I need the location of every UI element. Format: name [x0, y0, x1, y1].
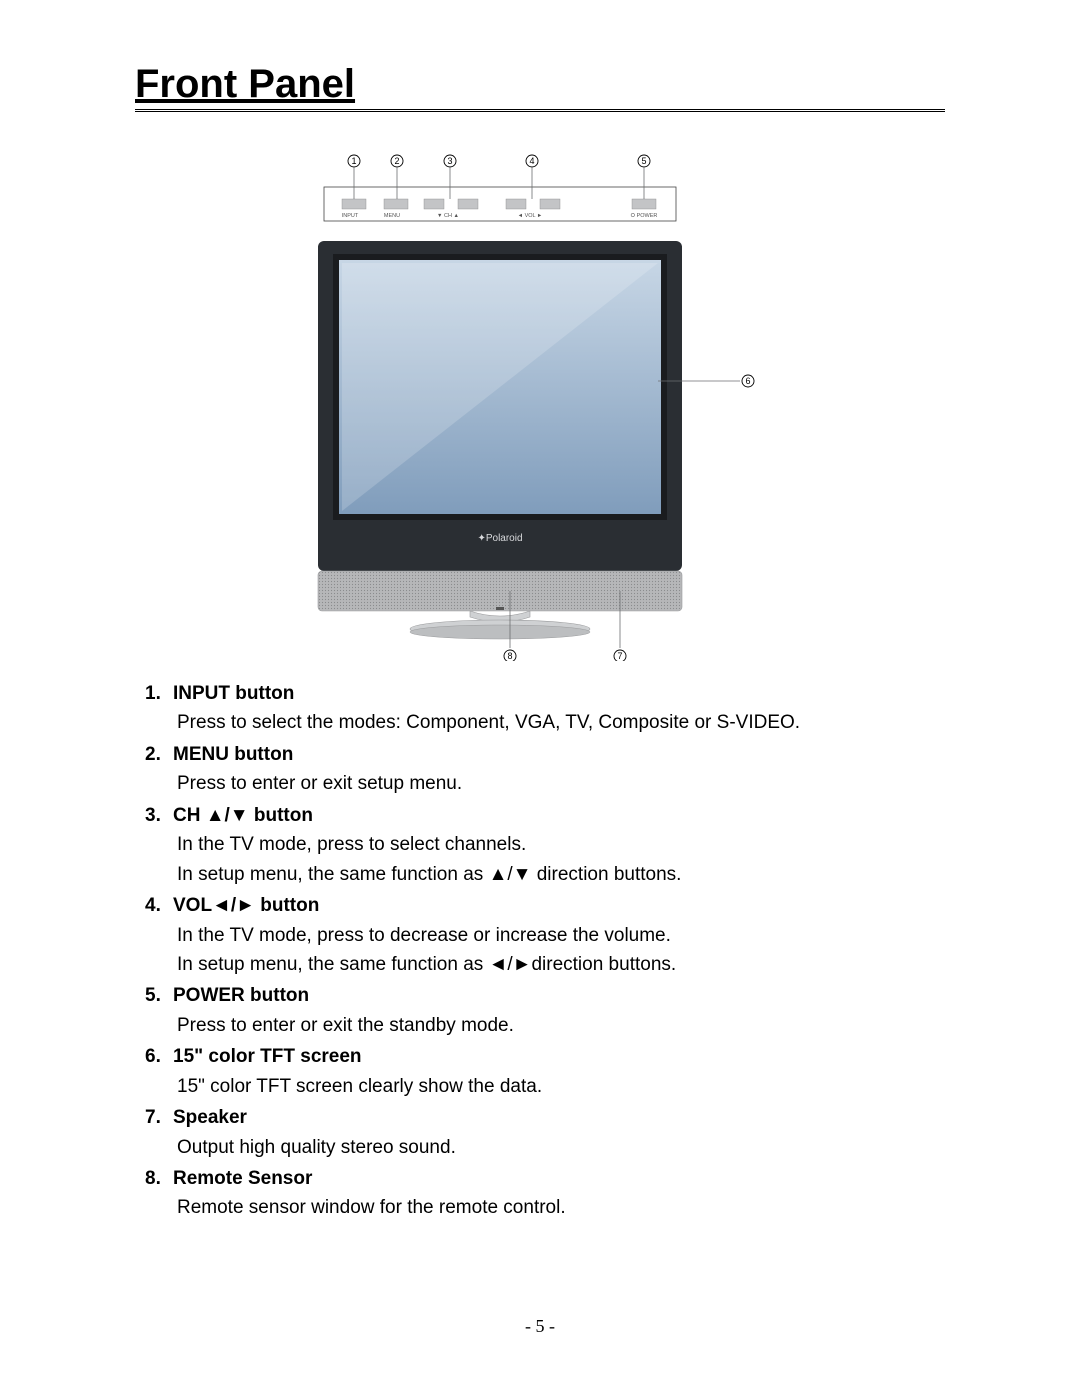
svg-text:▼ CH ▲: ▼ CH ▲	[437, 213, 459, 219]
page-title: Front Panel	[135, 62, 945, 107]
item-description: In setup menu, the same function as ◄/►d…	[145, 950, 945, 979]
feature-item: 6.15" color TFT screen 15" color TFT scre…	[145, 1042, 945, 1101]
item-heading: POWER button	[173, 985, 309, 1006]
item-description: Press to select the modes: Component, VG…	[145, 708, 945, 737]
item-number: 7.	[145, 1103, 173, 1132]
item-heading: Speaker	[173, 1107, 247, 1128]
svg-text:✦Polaroid: ✦Polaroid	[477, 533, 522, 544]
svg-text:5: 5	[641, 156, 646, 166]
svg-text:MENU: MENU	[384, 213, 400, 219]
diagram-container: INPUT MENU ▼ CH ▲ ◄ VOL ► ⭘ POWER 1 2 3 4 5 ✦Polar…	[135, 151, 945, 661]
feature-item: 5.POWER button Press to enter or exit the…	[145, 981, 945, 1040]
item-description: Output high quality stereo sound.	[145, 1133, 945, 1162]
item-number: 3.	[145, 801, 173, 830]
feature-item: 1.INPUT button Press to select the modes:…	[145, 679, 945, 738]
item-description: In setup menu, the same function as ▲/▼ …	[145, 860, 945, 889]
svg-text:3: 3	[447, 156, 452, 166]
feature-list: 1.INPUT button Press to select the modes:…	[135, 679, 945, 1223]
svg-text:8: 8	[507, 651, 512, 661]
item-number: 8.	[145, 1164, 173, 1193]
svg-text:◄ VOL ►: ◄ VOL ►	[518, 213, 543, 219]
item-number: 6.	[145, 1042, 173, 1071]
item-heading: CH ▲/▼ button	[173, 805, 313, 826]
item-heading: VOL◄/► button	[173, 895, 319, 916]
page-number: - 5 -	[0, 1316, 1080, 1337]
item-description: In the TV mode, press to select channels…	[145, 830, 945, 859]
item-description: In the TV mode, press to decrease or inc…	[145, 921, 945, 950]
svg-text:⭘ POWER: ⭘ POWER	[631, 213, 658, 219]
feature-item: 3.CH ▲/▼ button In the TV mode, press to …	[145, 801, 945, 889]
front-panel-diagram: INPUT MENU ▼ CH ▲ ◄ VOL ► ⭘ POWER 1 2 3 4 5 ✦Polar…	[300, 151, 780, 661]
feature-item: 4.VOL◄/► button In the TV mode, press to …	[145, 891, 945, 979]
svg-text:7: 7	[617, 651, 622, 661]
item-heading: Remote Sensor	[173, 1168, 312, 1189]
item-heading: INPUT button	[173, 683, 294, 704]
feature-item: 2.MENU button Press to enter or exit setu…	[145, 740, 945, 799]
svg-text:INPUT: INPUT	[342, 213, 359, 219]
item-description: Press to enter or exit the standby mode.	[145, 1011, 945, 1040]
item-heading: 15" color TFT screen	[173, 1046, 362, 1067]
svg-text:1: 1	[351, 156, 356, 166]
svg-text:2: 2	[394, 156, 399, 166]
item-description: Remote sensor window for the remote cont…	[145, 1193, 945, 1222]
svg-text:6: 6	[745, 376, 750, 386]
item-heading: MENU button	[173, 744, 293, 765]
item-number: 2.	[145, 740, 173, 769]
item-number: 1.	[145, 679, 173, 708]
item-number: 4.	[145, 891, 173, 920]
item-description: 15" color TFT screen clearly show the da…	[145, 1072, 945, 1101]
svg-text:4: 4	[529, 156, 534, 166]
feature-item: 8.Remote Sensor Remote sensor window for …	[145, 1164, 945, 1223]
item-number: 5.	[145, 981, 173, 1010]
title-rule	[135, 109, 945, 113]
item-description: Press to enter or exit setup menu.	[145, 769, 945, 798]
feature-item: 7.Speaker Output high quality stereo soun…	[145, 1103, 945, 1162]
